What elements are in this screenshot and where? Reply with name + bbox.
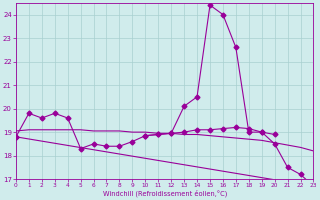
X-axis label: Windchill (Refroidissement éolien,°C): Windchill (Refroidissement éolien,°C): [102, 190, 227, 197]
